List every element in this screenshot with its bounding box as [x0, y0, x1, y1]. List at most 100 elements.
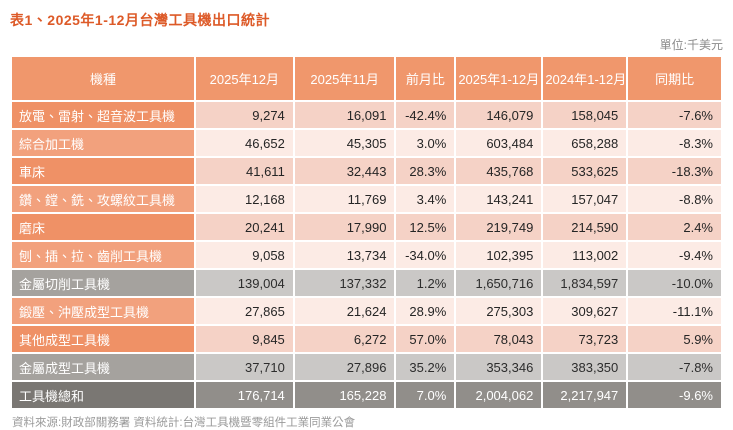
cell-value: 37,710	[195, 354, 293, 380]
column-header: 2025年1-12月	[456, 57, 542, 100]
cell-value: -7.6%	[628, 102, 721, 128]
cell-value: 157,047	[543, 186, 627, 212]
cell-value: 41,611	[195, 158, 293, 184]
cell-value: 9,845	[195, 326, 293, 352]
cell-value: 219,749	[456, 214, 542, 240]
row-label: 磨床	[12, 214, 194, 240]
cell-value: -18.3%	[628, 158, 721, 184]
table-row: 磨床 20,241 17,990 12.5% 219,749 214,590 2.4%	[12, 214, 721, 240]
cell-value: 9,274	[195, 102, 293, 128]
source-note: 資料來源:財政部關務署 資料統計:台灣工具機暨零組件工業同業公會	[12, 417, 356, 429]
cell-value: 102,395	[456, 242, 542, 268]
cell-value: 28.9%	[396, 298, 455, 324]
cell-value: 32,443	[294, 158, 395, 184]
column-header: 前月比	[396, 57, 455, 100]
table-row: 金屬成型工具機 37,710 27,896 35.2% 353,346 383,350 -7…	[12, 354, 721, 380]
cell-value: 658,288	[543, 130, 627, 156]
cell-value: 603,484	[456, 130, 542, 156]
cell-value: -7.8%	[628, 354, 721, 380]
cell-value: 2,217,947	[543, 382, 627, 408]
cell-value: 9,058	[195, 242, 293, 268]
column-header: 機種	[12, 57, 194, 100]
cell-value: 1,650,716	[456, 270, 542, 296]
row-label: 金屬成型工具機	[12, 354, 194, 380]
cell-value: -10.0%	[628, 270, 721, 296]
row-label: 鑽、鏜、銑、攻螺紋工具機	[12, 186, 194, 212]
table-row: 工具機總和 176,714 165,228 7.0% 2,004,062 2,217,94…	[12, 382, 721, 408]
cell-value: -34.0%	[396, 242, 455, 268]
cell-value: 11,769	[294, 186, 395, 212]
table-row: 刨、插、拉、齒削工具機 9,058 13,734 -34.0% 102,395 113,0…	[12, 242, 721, 268]
cell-value: 45,305	[294, 130, 395, 156]
row-label: 刨、插、拉、齒削工具機	[12, 242, 194, 268]
cell-value: 13,734	[294, 242, 395, 268]
column-header: 2024年1-12月	[543, 57, 627, 100]
cell-value: -9.4%	[628, 242, 721, 268]
table-header: 機種 2025年12月 2025年11月 前月比 2025年1-12月 2024年1-12…	[12, 57, 721, 100]
cell-value: 158,045	[543, 102, 627, 128]
cell-value: 27,865	[195, 298, 293, 324]
cell-value: 146,079	[456, 102, 542, 128]
table-row: 車床 41,611 32,443 28.3% 435,768 533,625 -18.3%	[12, 158, 721, 184]
cell-value: 7.0%	[396, 382, 455, 408]
table-row: 鍛壓、沖壓成型工具機 27,865 21,624 28.9% 275,303 309,62…	[12, 298, 721, 324]
cell-value: 35.2%	[396, 354, 455, 380]
column-header: 2025年11月	[294, 57, 395, 100]
cell-value: 533,625	[543, 158, 627, 184]
cell-value: 214,590	[543, 214, 627, 240]
cell-value: -42.4%	[396, 102, 455, 128]
unit-label: 單位:千美元	[659, 38, 723, 52]
cell-value: 3.4%	[396, 186, 455, 212]
cell-value: 78,043	[456, 326, 542, 352]
cell-value: 46,652	[195, 130, 293, 156]
header-row: 機種 2025年12月 2025年11月 前月比 2025年1-12月 2024年1-12…	[12, 57, 721, 100]
row-label: 綜合加工機	[12, 130, 194, 156]
cell-value: 27,896	[294, 354, 395, 380]
table-row: 鑽、鏜、銑、攻螺紋工具機 12,168 11,769 3.4% 143,241 157,0…	[12, 186, 721, 212]
table-row: 綜合加工機 46,652 45,305 3.0% 603,484 658,288 -8.3%	[12, 130, 721, 156]
cell-value: 275,303	[456, 298, 542, 324]
row-label: 工具機總和	[12, 382, 194, 408]
cell-value: 21,624	[294, 298, 395, 324]
cell-value: 1,834,597	[543, 270, 627, 296]
row-label: 金屬切削工具機	[12, 270, 194, 296]
cell-value: 28.3%	[396, 158, 455, 184]
row-label: 車床	[12, 158, 194, 184]
cell-value: -11.1%	[628, 298, 721, 324]
cell-value: 6,272	[294, 326, 395, 352]
row-label: 鍛壓、沖壓成型工具機	[12, 298, 194, 324]
cell-value: 12.5%	[396, 214, 455, 240]
cell-value: 137,332	[294, 270, 395, 296]
cell-value: -9.6%	[628, 382, 721, 408]
cell-value: 20,241	[195, 214, 293, 240]
page-title: 表1、2025年1-12月台灣工具機出口統計	[10, 12, 270, 28]
table-row: 金屬切削工具機 139,004 137,332 1.2% 1,650,716 1,834,…	[12, 270, 721, 296]
table-row: 放電、雷射、超音波工具機 9,274 16,091 -42.4% 146,079 158,…	[12, 102, 721, 128]
export-statistics-table: 機種 2025年12月 2025年11月 前月比 2025年1-12月 2024年1-12…	[10, 55, 723, 410]
row-label: 放電、雷射、超音波工具機	[12, 102, 194, 128]
column-header: 同期比	[628, 57, 721, 100]
cell-value: 3.0%	[396, 130, 455, 156]
cell-value: 113,002	[543, 242, 627, 268]
cell-value: 165,228	[294, 382, 395, 408]
cell-value: 12,168	[195, 186, 293, 212]
table-body: 放電、雷射、超音波工具機 9,274 16,091 -42.4% 146,079 158,…	[12, 102, 721, 408]
row-label: 其他成型工具機	[12, 326, 194, 352]
cell-value: 73,723	[543, 326, 627, 352]
cell-value: -8.3%	[628, 130, 721, 156]
cell-value: 139,004	[195, 270, 293, 296]
cell-value: 383,350	[543, 354, 627, 380]
table-row: 其他成型工具機 9,845 6,272 57.0% 78,043 73,723 5.9%	[12, 326, 721, 352]
cell-value: 17,990	[294, 214, 395, 240]
cell-value: 57.0%	[396, 326, 455, 352]
cell-value: 353,346	[456, 354, 542, 380]
cell-value: 5.9%	[628, 326, 721, 352]
cell-value: 2.4%	[628, 214, 721, 240]
cell-value: 435,768	[456, 158, 542, 184]
cell-value: 2,004,062	[456, 382, 542, 408]
cell-value: 16,091	[294, 102, 395, 128]
cell-value: 1.2%	[396, 270, 455, 296]
cell-value: 309,627	[543, 298, 627, 324]
column-header: 2025年12月	[195, 57, 293, 100]
